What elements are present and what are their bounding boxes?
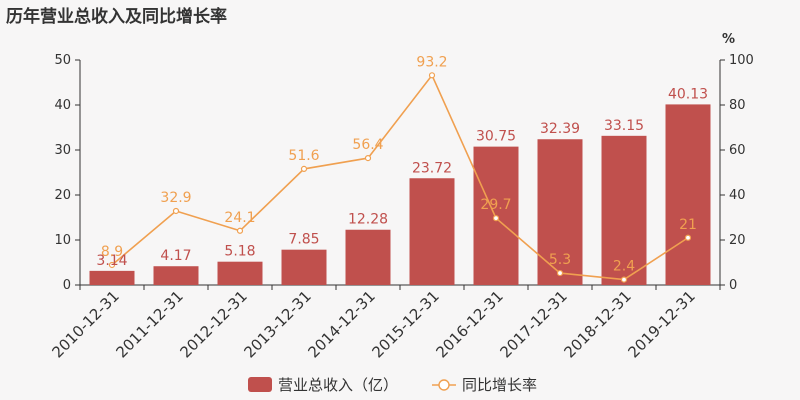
growth-line [111,73,689,281]
growth-value-label: 24.1 [224,210,255,226]
y-left-tick-label: 40 [54,98,71,113]
growth-point [364,155,372,162]
growth-point [684,234,692,241]
growth-point [556,269,564,277]
bar-value-label: 4.17 [160,248,191,264]
bar-value-label: 40.13 [668,86,708,102]
y-right-tick-label: 80 [729,98,746,113]
bar [89,270,135,285]
growth-value-label: 29.7 [480,197,511,213]
bar [217,261,263,285]
x-tick-label: 2015-12-31 [368,287,442,361]
x-tick-label: 2011-12-31 [112,287,186,361]
growth-point [236,227,244,234]
chart-title: 历年营业总收入及同比增长率 [6,7,227,27]
y-left-tick-label: 30 [54,143,71,158]
bar-value-label: 7.85 [288,232,319,248]
legend-bar-swatch [248,377,272,392]
y-left-tick-label: 50 [54,53,71,68]
bar-value-label: 3.14 [96,253,127,269]
x-tick-label: 2017-12-31 [496,287,570,361]
bar-value-label: 30.75 [476,129,516,145]
bar [409,178,455,285]
bar-value-label: 23.72 [412,160,452,176]
legend-line-marker [438,379,450,391]
bar-value-label: 32.39 [540,121,580,137]
growth-value-label: 51.6 [288,148,319,164]
x-tick-label: 2014-12-31 [304,287,378,361]
growth-point [428,72,436,79]
bar [281,249,327,285]
y-right-tick-label: 60 [729,143,746,158]
bar [665,104,711,285]
bar-value-label: 5.18 [224,244,255,260]
bar-value-label: 33.15 [604,118,644,134]
y-right-tick-label: 0 [729,278,737,293]
x-tick-label: 2018-12-31 [560,287,634,361]
bar [153,266,199,285]
growth-point [108,261,116,269]
y-left-tick-label: 10 [54,233,71,248]
x-tick-label: 2010-12-31 [48,287,122,361]
legend-bar-label: 营业总收入（亿） [278,376,398,394]
bar [601,135,647,285]
legend-line-label: 同比增长率 [462,376,537,394]
growth-value-label: 93.2 [416,54,447,70]
growth-value-label: 32.9 [160,190,191,206]
bar-value-label: 12.28 [348,212,388,228]
growth-point [492,215,500,222]
x-tick-label: 2013-12-31 [240,287,314,361]
growth-point [172,207,180,215]
x-tick-label: 2016-12-31 [432,287,506,361]
y-right-tick-label: 40 [729,188,746,203]
y-right-unit-label: % [722,32,735,47]
y-right-tick-label: 20 [729,233,746,248]
growth-value-label: 56.4 [352,137,383,153]
x-tick-label: 2019-12-31 [624,287,698,361]
growth-value-label: 2.4 [613,259,635,275]
growth-value-label: 8.9 [101,244,123,260]
bar [345,229,391,285]
y-right-tick-label: 100 [729,53,754,68]
growth-value-label: 5.3 [549,252,571,268]
growth-value-label: 21 [679,217,697,233]
y-left-tick-label: 20 [54,188,71,203]
x-tick-label: 2012-12-31 [176,287,250,361]
growth-point [620,276,628,283]
growth-point [300,165,308,172]
y-left-tick-label: 0 [63,278,71,293]
